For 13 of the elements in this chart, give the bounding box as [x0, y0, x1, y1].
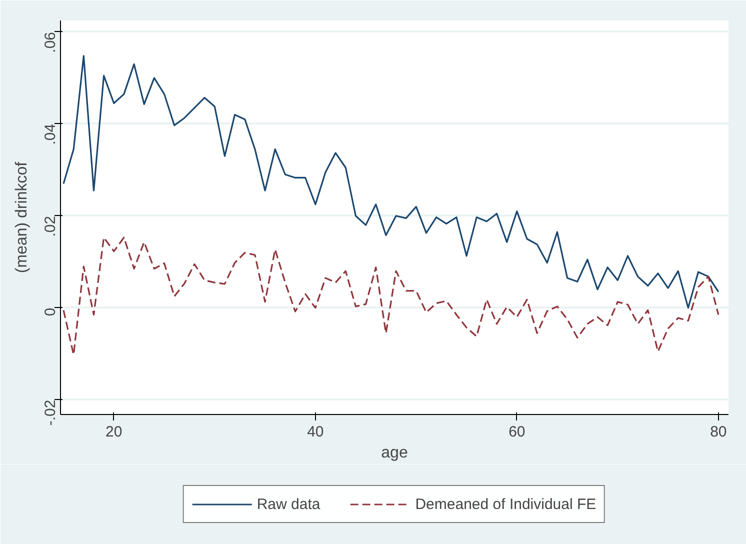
x-tick-label: 40 [307, 424, 324, 440]
y-tick-label: .04 [42, 124, 59, 145]
y-tick-label: .02 [42, 216, 59, 237]
legend-label: Demeaned of Individual FE [415, 496, 596, 512]
y-axis-title: (mean) drinkcof [14, 161, 30, 274]
y-tick-label: .06 [42, 32, 59, 53]
x-axis-title: age [381, 444, 408, 462]
y-tick-label: 0 [42, 308, 59, 316]
y-tick-label: -.02 [42, 400, 59, 426]
x-tick-label: 60 [508, 424, 526, 440]
x-tick-label: 20 [106, 424, 122, 440]
legend-label: Raw data [256, 496, 320, 512]
x-tick-label: 80 [710, 424, 727, 440]
